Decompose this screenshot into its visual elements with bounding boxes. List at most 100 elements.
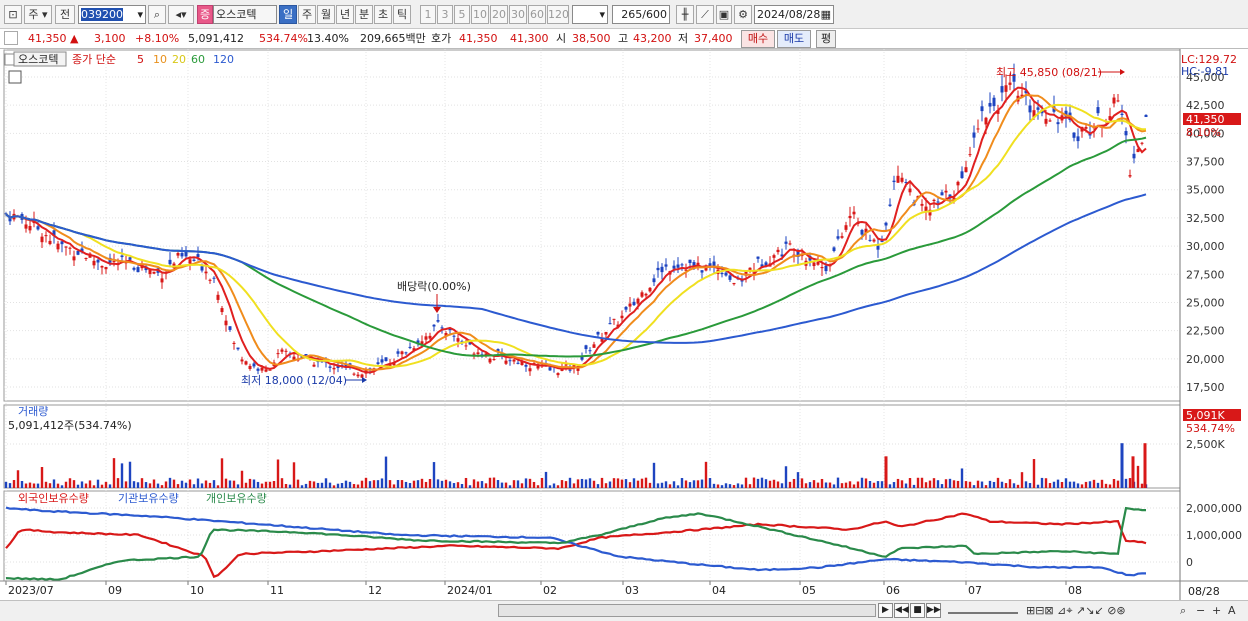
volume-bar [564,481,568,488]
candle-type-icon[interactable]: ╫ [676,5,694,24]
quote-menu-icon[interactable] [4,31,18,45]
candle-body [236,347,240,350]
stock-name-field[interactable]: 오스코텍 [213,5,277,24]
zoom-out-icon[interactable]: ⌕ [1180,604,1187,617]
period-tab-5[interactable]: 초 [374,5,392,24]
volume-bar [1140,483,1144,488]
volume-bar [1116,480,1120,488]
volume-bar [1096,482,1100,488]
minute-tab-4[interactable]: 20 [490,5,508,24]
period-tab-2[interactable]: 월 [317,5,335,24]
font-icon[interactable]: A [1228,604,1236,617]
volume-bar [580,478,584,488]
volume-bar [168,477,172,488]
candle-body [744,271,748,276]
turnover-rate: 13.40% [307,32,349,45]
minus-icon[interactable]: − [1196,604,1206,617]
minute-tab-5[interactable]: 30 [509,5,527,24]
candle-body [220,308,224,313]
table-toggle-icon[interactable] [8,70,22,84]
period-tab-3[interactable]: 년 [336,5,354,24]
volume-bar [476,481,480,488]
plus-icon[interactable]: + [1212,604,1222,617]
volume-bar [952,480,956,488]
first-icon[interactable]: ◀◀ [894,603,909,618]
chart-menu-icon[interactable]: ⊡ [4,5,22,24]
count-field[interactable]: 265/600 [612,5,670,24]
volume-bar [336,483,340,488]
eval-button[interactable]: 평 [816,30,836,48]
volume-bar [1032,459,1036,488]
candle-body [884,222,888,226]
period-tab-4[interactable]: 분 [355,5,373,24]
draw-tool-icon[interactable]: ⟋ [696,5,714,24]
speaker-icon[interactable]: ◂▾ [168,5,194,24]
minute-tab-3[interactable]: 10 [471,5,489,24]
candle-body [1140,142,1144,144]
candle-body [816,261,820,265]
candle-body [1056,122,1060,125]
candle-body [408,346,412,348]
volume-bar [736,483,740,488]
x-axis-label: 10 [190,584,204,597]
stock-code-input[interactable]: 039200 ▾ [78,5,146,24]
candle-body [380,359,384,363]
candle-body [748,267,752,272]
candle-body [132,267,136,270]
period-tab-6[interactable]: 틱 [393,5,411,24]
candle-body [456,338,460,342]
minute-tab-0[interactable]: 1 [420,5,436,24]
candle-body [416,340,420,345]
change-value: 3,100 [94,32,126,45]
volume-bar [1028,483,1032,488]
next-icon[interactable]: ▶▶ [926,603,941,618]
low-arrow-head-icon [362,377,367,383]
volume-bar [232,480,236,488]
save-icon[interactable]: ▣ [716,5,732,24]
name-tag-box [13,51,67,67]
extra-select[interactable]: ▾ [572,5,608,24]
volume-bar [1084,481,1088,488]
search-icon[interactable]: ⌕ [148,5,166,24]
candle-body [756,256,760,259]
minute-tab-2[interactable]: 5 [454,5,470,24]
period-main-select[interactable]: 주 ▾ [24,5,52,24]
change-percent: +8.10% [135,32,180,45]
volume-bar [284,484,288,488]
candle-body [1028,105,1032,113]
candle-body [692,262,696,267]
settings-gear-icon[interactable]: ⚙ [734,5,752,24]
candle-body [636,298,640,304]
stock-chart[interactable]: 45,000 42,500 40,000 37,500 35,000 32,500 30,0… [0,49,1248,600]
volume-bar [568,477,572,488]
volume-bar [608,481,612,488]
zoom-slider[interactable] [948,603,1018,614]
stop-icon[interactable]: ■ [910,603,925,618]
minute-tab-7[interactable]: 120 [547,5,569,24]
prev-button[interactable]: 전 [55,5,75,24]
candle-body [68,247,72,249]
volume-bar [1044,478,1048,488]
scroll-right-icon[interactable]: ▶ [878,603,893,618]
chart-tools-icon[interactable]: ⊞⊟⊠ ⊿⌖ ↗↘↙ ⊘⊛ [1026,604,1126,617]
candle-body [728,275,732,280]
minute-tab-6[interactable]: 60 [528,5,546,24]
volume-bars [4,443,1148,488]
sell-button[interactable]: 매도 [777,30,811,48]
volume-bar [56,483,60,488]
date-input[interactable]: 2024/08/28 ▦ [754,5,834,24]
period-tab-1[interactable]: 주 [298,5,316,24]
candle-body [252,363,256,367]
candle-body [484,353,488,356]
ma-period-60: 60 [191,53,205,66]
candle-body [84,258,88,260]
volume-bar [436,479,440,488]
volume-bar [708,478,712,488]
period-tab-0[interactable]: 일 [279,5,297,24]
buy-button[interactable]: 매수 [741,30,775,48]
horizontal-scrollbar[interactable] [498,604,876,617]
candle-body [188,259,192,264]
minute-tab-1[interactable]: 3 [437,5,453,24]
candle-body [228,326,232,330]
candle-body [392,362,396,366]
